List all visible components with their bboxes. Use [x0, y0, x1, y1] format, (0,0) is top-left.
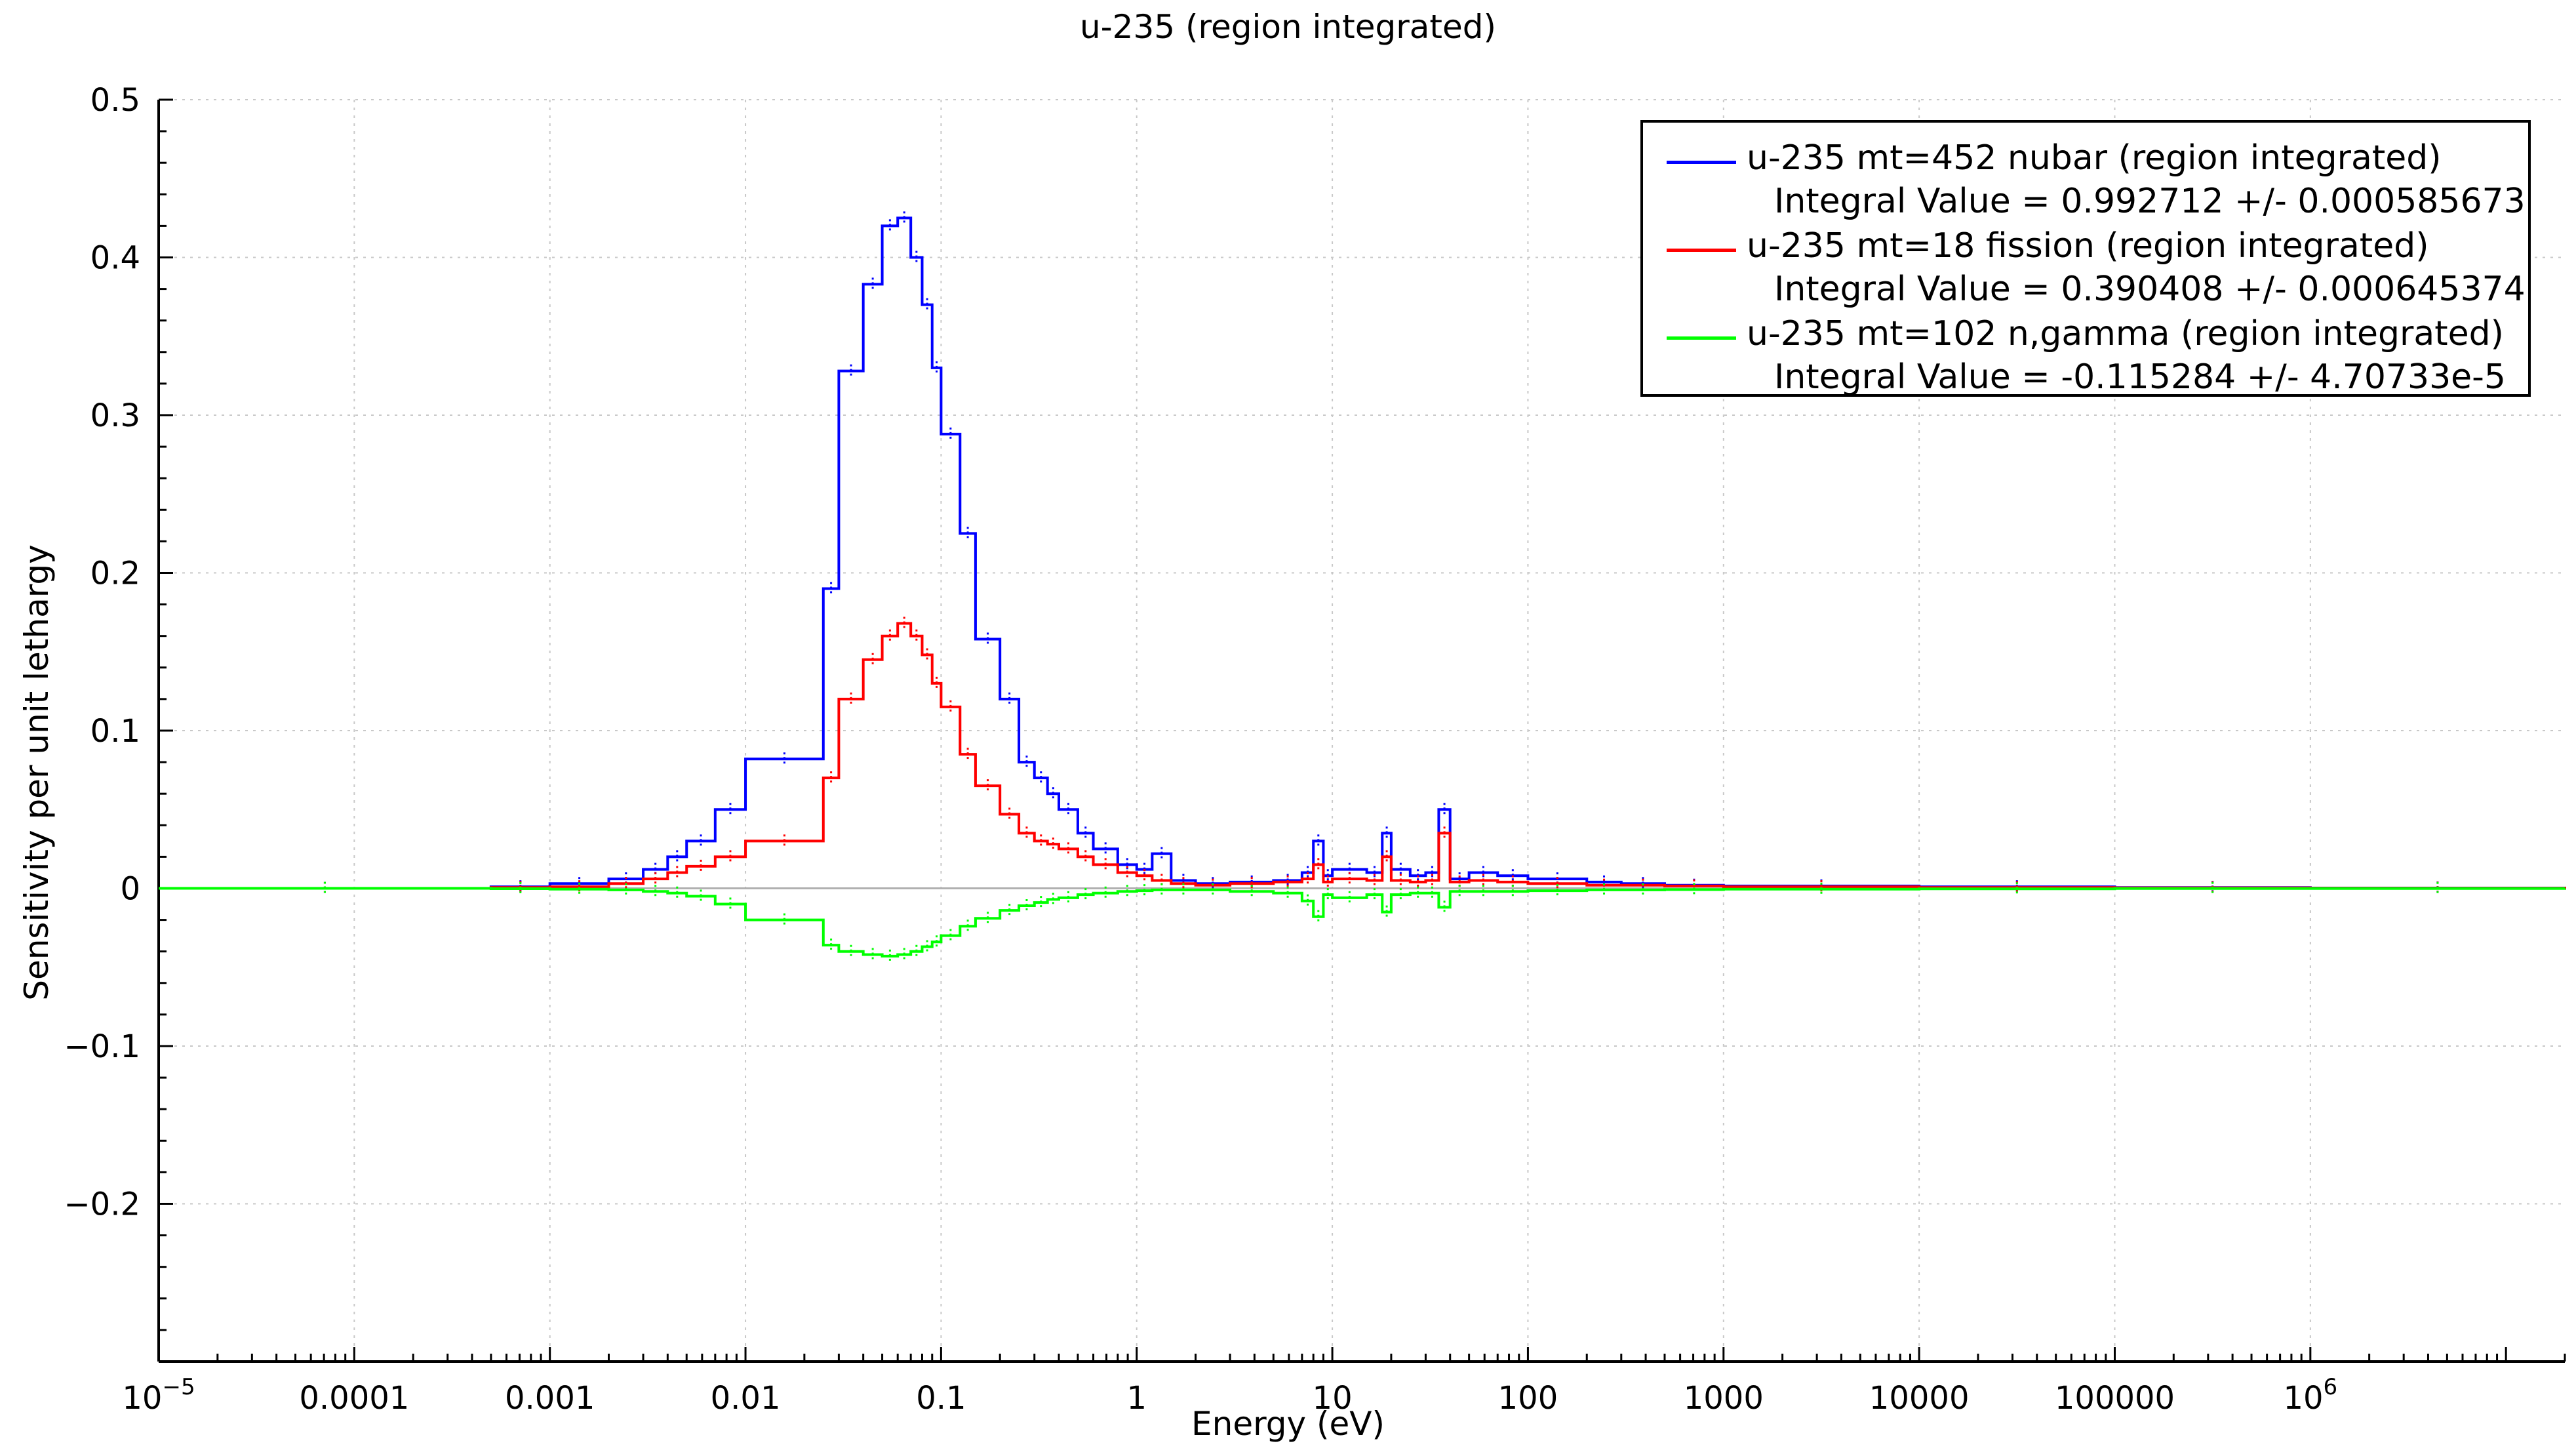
y-tick-label: 0.5: [90, 82, 140, 119]
y-tick-label: 0.4: [90, 240, 140, 277]
series-fission-line: [159, 622, 2566, 890]
plot-series: [159, 211, 2566, 963]
series-ngamma-line: [159, 887, 2566, 958]
legend-name-fission: u-235 mt=18 fission (region integrated): [1747, 226, 2429, 266]
x-tick-label: 10−5: [122, 1374, 195, 1417]
legend-entry-ngamma: u-235 mt=102 n,gamma (region integrated)…: [1643, 304, 2528, 397]
x-tick-label: 10000: [1869, 1380, 1970, 1417]
y-axis-label: Sensitivity per unit lethargy: [18, 544, 56, 1001]
y-tick-label: 0.2: [90, 555, 140, 592]
axes: [157, 98, 2566, 1363]
legend-entry-nubar: u-235 mt=452 nubar (region integrated) I…: [1643, 128, 2528, 221]
x-tick-label: 100000: [2055, 1380, 2175, 1417]
legend-swatch-ngamma: [1667, 336, 1736, 340]
legend-entry-fission: u-235 mt=18 fission (region integrated) …: [1643, 216, 2528, 309]
x-tick-label: 100: [1498, 1380, 1558, 1417]
x-tick-label: 0.001: [505, 1380, 595, 1417]
legend-integral-fission: Integral Value = 0.390408 +/- 0.00064537…: [1774, 270, 2526, 309]
x-tick-label: 0.1: [916, 1380, 966, 1417]
y-tick-label: 0.1: [90, 713, 140, 750]
x-tick-label: 0.01: [711, 1380, 781, 1417]
y-tick-label: 0.3: [90, 397, 140, 434]
y-tick-label: 0: [120, 871, 140, 908]
legend-swatch-nubar: [1667, 161, 1736, 164]
series-nubar-line: [159, 216, 2566, 890]
y-tick-label: −0.2: [64, 1186, 140, 1223]
legend-name-ngamma: u-235 mt=102 n,gamma (region integrated): [1747, 314, 2504, 353]
x-tick-label: 1000: [1684, 1380, 1764, 1417]
chart-title: u-235 (region integrated): [1079, 8, 1497, 46]
tick-labels: 10−5 0.0001 0.001 0.01 0.1 1 10 100 1000 10000 100…: [64, 82, 2337, 1417]
x-tick-label: 1: [1126, 1380, 1147, 1417]
x-tick-label: 10: [1313, 1380, 1353, 1417]
x-axis-label: Energy (eV): [1191, 1405, 1385, 1443]
x-tick-label: 0.0001: [299, 1380, 409, 1417]
y-tick-label: −0.1: [64, 1028, 140, 1065]
legend-swatch-fission: [1667, 249, 1736, 252]
legend: u-235 mt=452 nubar (region integrated) I…: [1640, 120, 2531, 397]
legend-integral-ngamma: Integral Value = -0.115284 +/- 4.70733e-…: [1774, 357, 2506, 397]
legend-name-nubar: u-235 mt=452 nubar (region integrated): [1747, 138, 2442, 178]
legend-integral-nubar: Integral Value = 0.992712 +/- 0.00058567…: [1774, 182, 2526, 221]
